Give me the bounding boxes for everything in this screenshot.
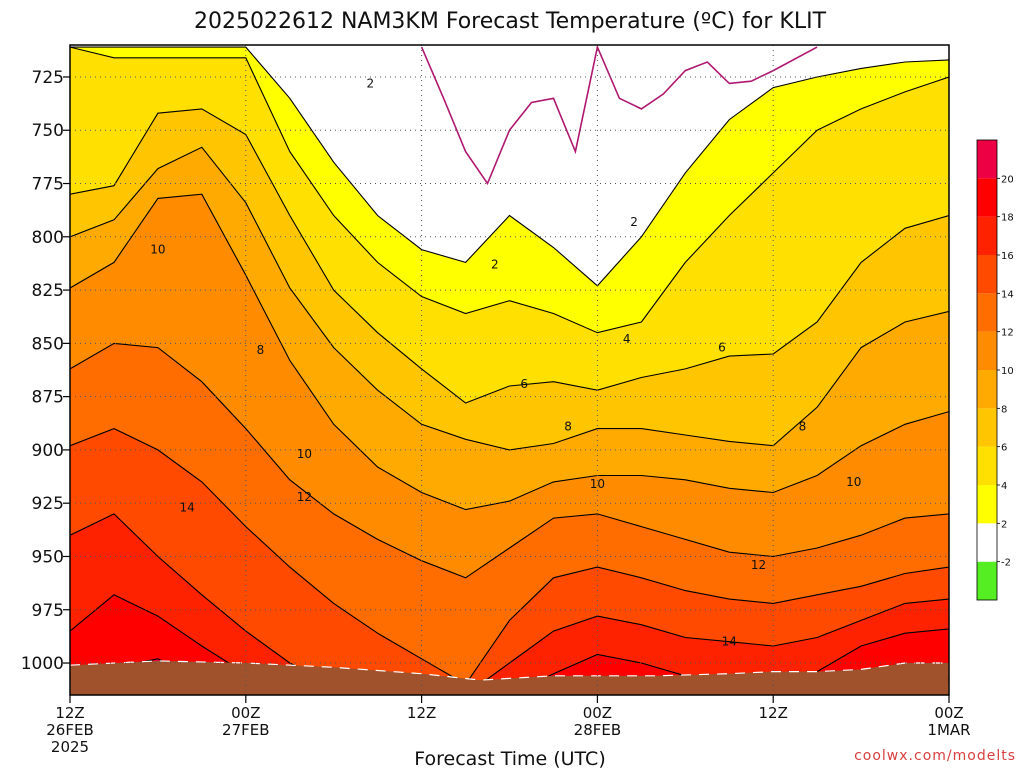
contour-label: 10 — [297, 447, 312, 461]
colorbar-segment — [977, 523, 997, 562]
y-tick-label: 1000 — [21, 654, 64, 674]
chart-title: 2025022612 NAM3KM Forecast Temperature (… — [194, 9, 827, 34]
isotherm-8 — [70, 146, 949, 451]
colorbar-label: 14 — [1001, 289, 1014, 300]
temperature-bands — [70, 47, 949, 695]
x-tick-label: 12Z — [55, 704, 84, 722]
contour-label: 8 — [799, 419, 807, 433]
x-tick-label: 00Z — [934, 704, 963, 722]
x-tick-label: 12Z — [407, 704, 436, 722]
x-tick-year: 2025 — [51, 738, 89, 756]
colorbar-segment — [977, 408, 997, 447]
y-tick-label: 875 — [32, 388, 64, 408]
plot-area: 2 2 2 4 6 6 10 8 8 8 10 10 10 12 12 14 14 — [70, 45, 949, 695]
isotherm-10 — [70, 193, 949, 511]
y-tick-label: 750 — [32, 121, 64, 141]
contour-label: 12 — [751, 558, 766, 572]
x-tick-date: 26FEB — [46, 721, 93, 739]
colorbar-label: 12 — [1001, 328, 1014, 339]
isotherm-2 — [70, 46, 949, 287]
colorbar-segment — [977, 255, 997, 294]
y-tick-label: 775 — [32, 175, 64, 195]
colorbar-segment — [977, 446, 997, 485]
y-tick-label: 850 — [32, 334, 64, 354]
x-tick-date: 1MAR — [927, 721, 970, 739]
contour-label: 12 — [297, 490, 312, 504]
colorbar-segment — [977, 293, 997, 332]
contour-label: 6 — [718, 341, 726, 355]
colorbar-label: 2 — [1001, 519, 1007, 530]
colorbar-label: 20 — [1001, 174, 1014, 185]
colorbar-segment — [977, 140, 997, 179]
y-tick-label: 975 — [32, 601, 64, 621]
plot-frame — [69, 44, 950, 696]
contour-label: 8 — [257, 343, 265, 357]
x-axis-label: Forecast Time (UTC) — [414, 748, 605, 768]
terrain-layer — [70, 660, 949, 695]
x-tick-label: 12Z — [759, 704, 788, 722]
isotherm-6 — [70, 108, 949, 404]
colorbar-label: 16 — [1001, 251, 1014, 262]
band-16 — [70, 513, 949, 695]
colorbar-segment — [977, 178, 997, 217]
colorbar-label: 6 — [1001, 443, 1007, 454]
x-tick-date: 27FEB — [222, 721, 269, 739]
isotherm-lines — [70, 46, 949, 695]
contour-label: 14 — [180, 500, 195, 514]
colorbar-segment — [977, 331, 997, 370]
x-tick-label: 00Z — [231, 704, 260, 722]
colorbar-label: 10 — [1001, 366, 1014, 377]
isotherm-12 — [70, 342, 949, 579]
contour-label: 2 — [491, 258, 499, 272]
colorbar-label: 18 — [1001, 213, 1014, 224]
colorbar-segment — [977, 370, 997, 409]
colorbar-label: 8 — [1001, 404, 1007, 415]
contour-label: 4 — [623, 332, 631, 346]
y-tick-label: 950 — [32, 547, 64, 567]
y-tick-label: 900 — [32, 441, 64, 461]
terrain-surface — [70, 660, 949, 695]
freezing-line — [420, 45, 818, 186]
band-14 — [70, 428, 949, 695]
contour-label: 2 — [367, 76, 375, 90]
x-tick-date: 28FEB — [574, 721, 621, 739]
credit-text: coolwx.com/modelts — [854, 748, 1016, 764]
contour-label: 2 — [630, 215, 638, 229]
y-tick-label: 925 — [32, 494, 64, 514]
colorbar-segment — [977, 216, 997, 255]
freezing-isotherm — [420, 45, 818, 186]
y-tick-label: 825 — [32, 281, 64, 301]
contour-labels: 2 2 2 4 6 6 10 8 8 8 10 10 10 12 12 14 14 — [150, 76, 861, 648]
colorbar-label: 4 — [1001, 481, 1007, 492]
isotherm-16 — [70, 513, 949, 695]
contour-label: 10 — [846, 475, 861, 489]
colorbar-segment — [977, 485, 997, 524]
contour-label: 8 — [564, 419, 572, 433]
isotherm-14 — [70, 428, 949, 686]
y-tick-label: 800 — [32, 228, 64, 248]
colorbar: -2 2 4 6 8 10 12 14 16 18 20 — [976, 139, 1014, 601]
contour-label: 10 — [590, 477, 605, 491]
contour-label: 10 — [150, 243, 165, 257]
x-tick-label: 00Z — [583, 704, 612, 722]
isotherm-4 — [70, 46, 949, 334]
y-tick-label: 725 — [32, 68, 64, 88]
colorbar-label: -2 — [1001, 558, 1011, 569]
contour-label: 6 — [520, 377, 528, 391]
contour-label: 14 — [722, 635, 737, 649]
colorbar-segment — [977, 561, 997, 600]
grid-lines — [70, 45, 949, 695]
y-axis: 725 750 775 800 825 850 875 900 925 950 975 1000 — [21, 68, 70, 674]
